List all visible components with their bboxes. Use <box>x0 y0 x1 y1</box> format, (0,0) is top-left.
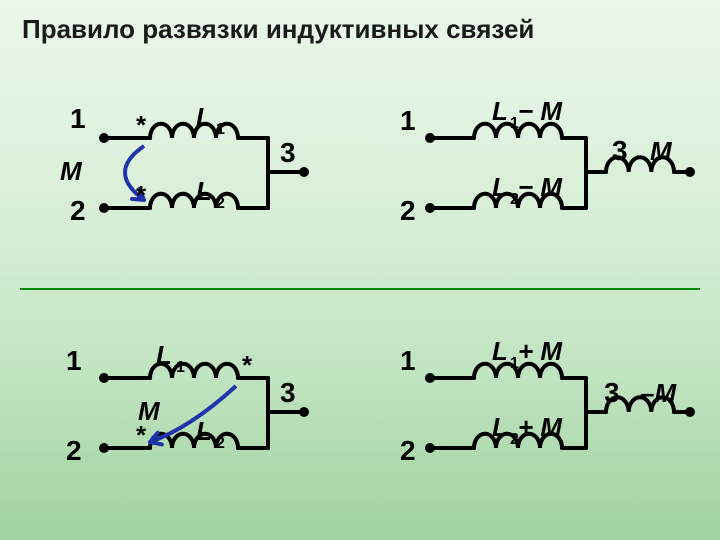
svg-text:M: M <box>60 156 83 186</box>
svg-text:+ M: + M <box>518 336 563 366</box>
svg-text:*: * <box>136 420 147 450</box>
svg-text:1: 1 <box>400 345 416 376</box>
svg-text:2: 2 <box>400 195 416 226</box>
svg-text:3: 3 <box>604 377 620 408</box>
panel-top-right: 1 2 3 L 1 − M L 2 − M M <box>382 80 702 260</box>
svg-text:2: 2 <box>216 195 225 212</box>
svg-text:L: L <box>492 172 508 202</box>
svg-text:*: * <box>136 110 147 140</box>
svg-text:2: 2 <box>70 195 86 226</box>
svg-text:3: 3 <box>612 135 628 166</box>
svg-text:*: * <box>136 180 147 210</box>
svg-text:L: L <box>156 340 172 370</box>
svg-text:L: L <box>492 96 508 126</box>
svg-text:L: L <box>196 102 212 132</box>
svg-text:L: L <box>196 416 212 446</box>
svg-text:2: 2 <box>400 435 416 466</box>
svg-text:*: * <box>242 350 253 380</box>
svg-text:+ M: + M <box>518 412 563 442</box>
svg-text:− M: − M <box>518 96 563 126</box>
panel-top-left: 1 2 3 M L 1 L 2 * * <box>40 80 340 260</box>
svg-text:L: L <box>196 176 212 206</box>
svg-text:1: 1 <box>216 121 225 138</box>
svg-text:–M: –M <box>640 378 677 408</box>
slide-title: Правило развязки индуктивных связей <box>22 14 534 45</box>
panel-bottom-left: 1 2 3 M L 1 L 2 * * <box>40 320 340 500</box>
svg-text:3: 3 <box>280 377 296 408</box>
svg-text:2: 2 <box>66 435 82 466</box>
section-divider <box>20 288 700 290</box>
svg-text:2: 2 <box>216 435 225 452</box>
svg-text:1: 1 <box>70 103 86 134</box>
svg-text:M: M <box>650 136 673 166</box>
svg-text:1: 1 <box>176 359 185 376</box>
svg-text:L: L <box>492 336 508 366</box>
svg-text:3: 3 <box>280 137 296 168</box>
svg-text:1: 1 <box>400 105 416 136</box>
panel-bottom-right: 1 2 3 L 1 + M L 2 + M –M <box>382 320 702 500</box>
svg-text:1: 1 <box>66 345 82 376</box>
svg-text:− M: − M <box>518 172 563 202</box>
svg-text:L: L <box>492 412 508 442</box>
